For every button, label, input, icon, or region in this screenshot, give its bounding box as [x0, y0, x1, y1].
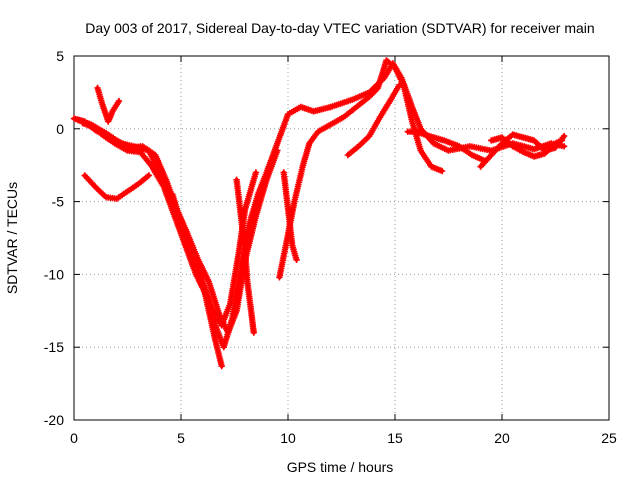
grid: [74, 56, 609, 420]
series-13: [488, 134, 566, 160]
series-7: [233, 176, 257, 336]
plot-frame: [73, 55, 610, 421]
series-8: [276, 57, 446, 281]
series-5: [81, 172, 153, 202]
x-tick-label: 15: [387, 430, 403, 446]
data-point-marker: [560, 143, 568, 150]
y-tick-label: -15: [44, 339, 64, 355]
data-point-marker: [558, 137, 566, 144]
x-tick-label: 25: [601, 430, 617, 446]
x-tick-label: 5: [177, 430, 185, 446]
series-1: [70, 115, 260, 329]
tick-labels: 0 5 10 15 20 25 -20 -15 -10 -5 0 5: [44, 48, 617, 446]
series-3: [79, 60, 568, 351]
data-point-marker: [438, 167, 446, 175]
x-axis-label: GPS time / hours: [287, 459, 394, 475]
x-tick-label: 20: [494, 430, 510, 446]
series-10: [344, 81, 403, 159]
data-point-marker: [218, 362, 225, 370]
x-tick-label: 10: [280, 430, 296, 446]
data-point-marker: [145, 172, 153, 179]
series-4: [94, 84, 123, 125]
data-point-marker: [293, 256, 300, 263]
y-tick-label: 0: [56, 121, 64, 137]
y-tick-label: -5: [52, 194, 65, 210]
y-tick-label: -20: [44, 412, 64, 428]
data-point-marker: [396, 81, 403, 89]
y-axis-label: SDTVAR / TECUs: [4, 182, 20, 294]
data-point-marker: [252, 169, 260, 176]
y-tick-label: -10: [44, 266, 64, 282]
series-9: [280, 169, 300, 263]
axis-ticks: [73, 55, 610, 421]
data-series: [70, 57, 568, 370]
series-6: [169, 191, 225, 370]
series-11: [404, 128, 489, 164]
y-tick-label: 5: [56, 48, 64, 64]
chart-title: Day 003 of 2017, Sidereal Day-to-day VTE…: [85, 20, 594, 36]
data-point-marker: [560, 132, 568, 140]
data-point-marker: [115, 97, 123, 105]
data-point-marker: [250, 329, 257, 336]
x-tick-label: 0: [70, 430, 78, 446]
